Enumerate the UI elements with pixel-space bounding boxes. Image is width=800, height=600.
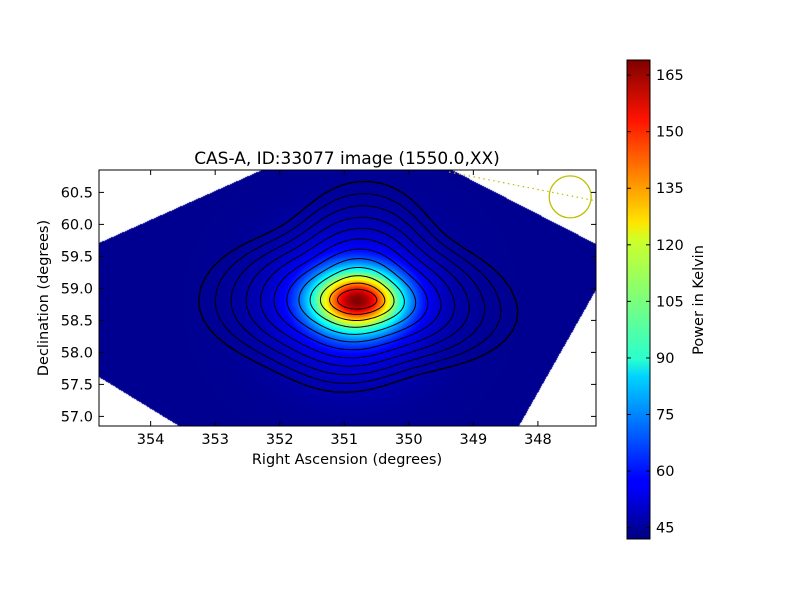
y-tick-label: 59.0 [61,281,93,297]
colorbar-ticks: 45 60 75 90 105 120 135 150 165 [627,68,684,537]
y-tick-label: 59.5 [61,249,93,265]
x-tick-label: 349 [460,432,488,448]
plot-frame [98,169,597,427]
contour-line [319,275,395,321]
plot-area [99,170,596,426]
contour-line [286,248,429,343]
contour-line [298,258,417,335]
colorbar-tick-label: 90 [656,351,674,367]
contour-line [259,227,456,359]
y-tick-label: 58.5 [61,313,93,329]
colorbar-tick-label: 120 [656,238,684,254]
contour-line [230,205,486,376]
y-tick-label: 57.0 [61,409,93,425]
contour-line [309,267,405,328]
y-tick-label: 60.5 [61,185,93,201]
colorbar-tick-label: 105 [656,294,684,310]
colorbar-label: Power in Kelvin [691,245,707,355]
y-axis: 57.0 57.5 58.0 58.5 59.0 59.5 60.0 60.5 [61,185,596,425]
beam-marker-circle [548,175,592,219]
x-tick-label: 350 [395,432,423,448]
contour-line [273,238,442,351]
x-tick-label: 348 [524,432,552,448]
colorbar-tick-label: 45 [656,521,674,537]
y-axis-title: Declination (degrees) [36,220,52,376]
x-tick-label: 354 [137,432,165,448]
colorbar-tick-label: 165 [656,68,684,84]
contour-lines [197,180,519,394]
colorbar-tick-label: 135 [656,181,684,197]
colorbar-gradient [626,59,651,540]
colorbar: 45 60 75 90 105 120 135 150 165 Power in Kelvin [626,59,707,540]
y-tick-label: 57.5 [61,377,93,393]
contour-line [214,193,502,385]
colorbar-tick-label: 150 [656,125,684,141]
contour-line [329,282,386,315]
colorbar-tick-label: 60 [656,464,674,480]
y-tick-label: 60.0 [61,217,93,233]
beam-marker [448,171,596,219]
contour-line [245,216,471,367]
x-tick-label: 353 [201,432,229,448]
x-tick-label: 352 [266,432,294,448]
x-tick-label: 351 [330,432,358,448]
colorbar-tick-label: 75 [656,408,674,424]
contour-line [197,180,519,394]
plot-title: CAS-A, ID:33077 image (1550.0,XX) [194,149,500,169]
heatmap-image [99,170,596,426]
x-axis-title: Right Ascension (degrees) [252,452,442,468]
contour-line [336,288,378,310]
y-tick-label: 58.0 [61,345,93,361]
x-axis: 354 353 352 351 350 349 348 [137,170,552,448]
